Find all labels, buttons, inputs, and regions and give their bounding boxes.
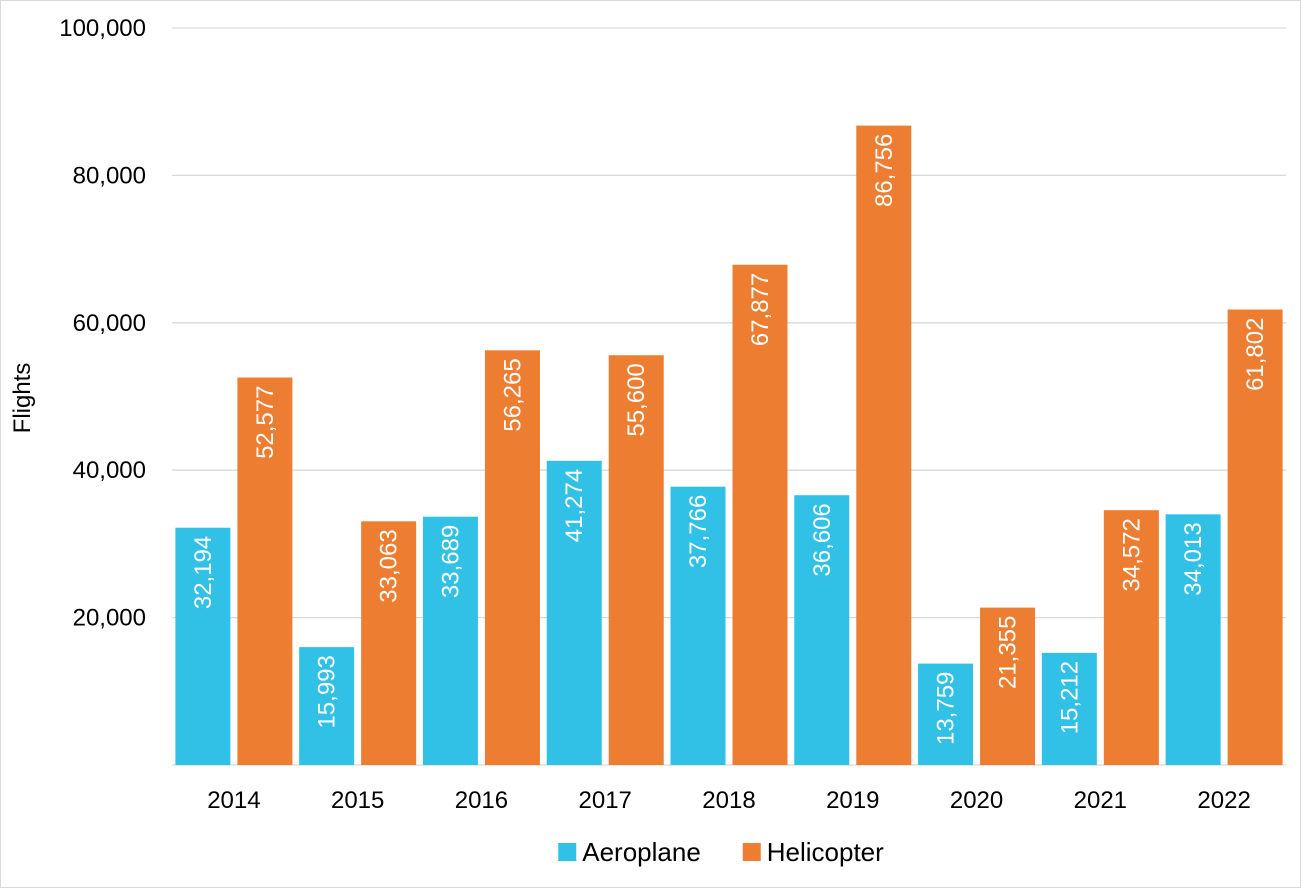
bar-data-label: 67,877 [747,273,774,346]
legend-swatch-helicopter [742,843,761,861]
legend-label-helicopter: Helicopter [767,837,884,867]
bar-data-label: 61,802 [1242,318,1269,391]
bar-helicopter-2014 [237,377,293,765]
y-axis-title: Flights [9,363,36,434]
bar-data-label: 52,577 [252,386,279,459]
bar-data-label: 34,572 [1118,518,1145,591]
bar-aeroplane-2020 [918,663,974,765]
x-tick-label: 2019 [826,787,879,814]
x-tick-label: 2020 [950,787,1003,814]
bar-data-label: 33,689 [437,525,464,598]
bar-aeroplane-2015 [299,647,355,765]
bar-aeroplane-2022 [1165,514,1221,765]
bar-helicopter-2017 [608,355,664,765]
y-tick-label: 100,000 [59,15,146,42]
x-tick-label: 2021 [1074,787,1127,814]
y-tick-label: 60,000 [73,310,146,337]
bar-data-label: 86,756 [871,134,898,207]
bar-data-label: 15,212 [1056,661,1083,734]
bar-aeroplane-2018 [670,486,726,765]
bar-helicopter-2016 [484,350,540,765]
bar-helicopter-2020 [980,607,1036,765]
y-tick-label: 80,000 [73,162,146,189]
x-tick-label: 2016 [455,787,508,814]
legend-swatch-aeroplane [558,843,577,861]
bar-data-label: 33,063 [376,529,403,602]
legend-label-aeroplane: Aeroplane [582,837,701,867]
x-tick-label: 2015 [331,787,384,814]
bar-data-label: 15,993 [314,655,341,728]
bar-data-label: 41,274 [561,469,588,542]
x-tick-label: 2022 [1197,787,1250,814]
bar-aeroplane-2019 [794,495,850,765]
bar-helicopter-2015 [361,521,417,765]
bar-aeroplane-2016 [422,516,478,765]
bar-aeroplane-2017 [546,460,602,765]
bar-aeroplane-2021 [1041,652,1097,765]
bars: 32,194 52,577 15,993 33,063 33,689 56,265 41,2… [175,125,1283,765]
x-axis-ticks: 2014 2015 2016 2017 2018 2019 2020 2021 2022 [207,787,1251,814]
x-tick-label: 2017 [579,787,632,814]
bar-data-label: 32,194 [190,536,217,609]
x-tick-label: 2018 [702,787,755,814]
bar-helicopter-2018 [732,264,788,765]
bar-data-label: 13,759 [933,672,960,745]
y-axis-ticks: 20,000 40,000 60,000 80,000 100,000 [59,15,146,632]
gridlines [172,27,1286,766]
bar-data-label: 37,766 [685,495,712,568]
bar-data-label: 34,013 [1180,522,1207,595]
bar-data-label: 21,355 [995,616,1022,689]
x-tick-label: 2014 [207,787,260,814]
y-tick-label: 40,000 [73,457,146,484]
bar-aeroplane-2014 [175,527,231,765]
bar-helicopter-2022 [1227,309,1283,765]
bar-data-label: 36,606 [809,503,836,576]
y-tick-label: 20,000 [73,605,146,632]
bar-data-label: 55,600 [623,363,650,436]
bar-helicopter-2019 [856,125,912,765]
bar-data-label: 56,265 [499,358,526,431]
legend: Aeroplane Helicopter [558,837,884,867]
bar-helicopter-2021 [1103,510,1159,765]
